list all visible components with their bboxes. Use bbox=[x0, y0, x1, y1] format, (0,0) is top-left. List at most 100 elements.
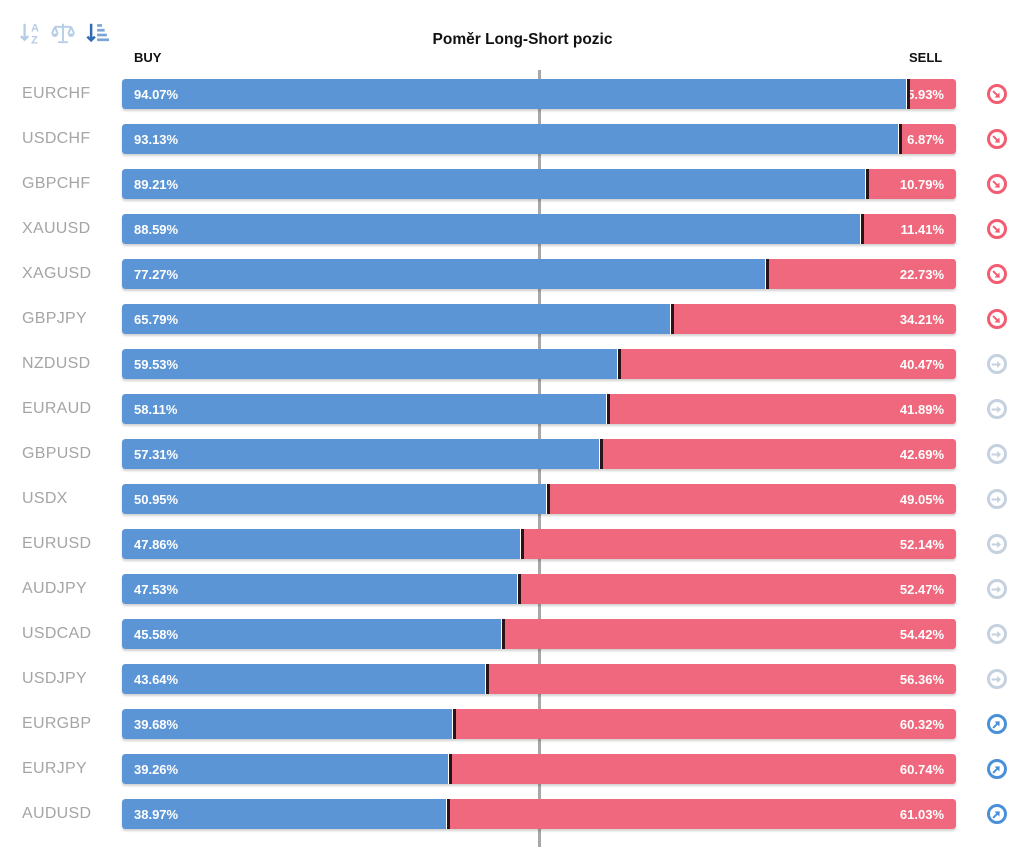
buy-percent-label: 45.58% bbox=[134, 626, 179, 642]
sell-bar-segment[interactable]: 6.87% bbox=[901, 124, 956, 154]
buy-bar-segment[interactable]: 38.97% bbox=[122, 799, 447, 829]
buy-header-label: BUY bbox=[134, 50, 162, 65]
long-short-bar[interactable]: 58.11% 41.89% bbox=[122, 394, 956, 424]
trend-icon-cell bbox=[956, 349, 1025, 379]
sell-percent-label: 60.74% bbox=[899, 761, 944, 777]
sell-bar-segment[interactable]: 49.05% bbox=[549, 484, 956, 514]
ratio-row: USDX 50.95% 49.05% bbox=[0, 484, 1025, 529]
sell-bar-segment[interactable]: 52.14% bbox=[524, 529, 956, 559]
buy-bar-segment[interactable]: 93.13% bbox=[122, 124, 899, 154]
sell-bar-segment[interactable]: 61.03% bbox=[450, 799, 956, 829]
sell-bar-segment[interactable]: 11.41% bbox=[863, 214, 956, 244]
sell-bar-segment[interactable]: 41.89% bbox=[609, 394, 956, 424]
trend-flat-icon[interactable] bbox=[986, 534, 1007, 554]
ratio-row: EURGBP 39.68% 60.32% bbox=[0, 709, 1025, 754]
trend-flat-icon[interactable] bbox=[986, 579, 1007, 599]
trend-down-icon[interactable] bbox=[986, 129, 1007, 149]
trend-up-icon[interactable] bbox=[986, 759, 1007, 779]
trend-flat-icon[interactable] bbox=[986, 354, 1007, 374]
buy-bar-segment[interactable]: 94.07% bbox=[122, 79, 907, 109]
sell-bar-segment[interactable]: 54.42% bbox=[505, 619, 956, 649]
sell-bar-segment[interactable]: 56.36% bbox=[488, 664, 956, 694]
trend-icon-cell bbox=[956, 394, 1025, 424]
sell-percent-label: 52.14% bbox=[899, 536, 944, 552]
trend-icon-cell bbox=[956, 79, 1025, 109]
trend-flat-icon[interactable] bbox=[986, 624, 1007, 644]
long-short-bar[interactable]: 45.58% 54.42% bbox=[122, 619, 956, 649]
long-short-bar[interactable]: 94.07% 5.93% bbox=[122, 79, 956, 109]
long-short-bar[interactable]: 47.86% 52.14% bbox=[122, 529, 956, 559]
sell-percent-label: 22.73% bbox=[899, 266, 944, 282]
long-short-bar[interactable]: 93.13% 6.87% bbox=[122, 124, 956, 154]
long-short-bar[interactable]: 38.97% 61.03% bbox=[122, 799, 956, 829]
sell-bar-segment[interactable]: 40.47% bbox=[621, 349, 956, 379]
long-short-bar[interactable]: 57.31% 42.69% bbox=[122, 439, 956, 469]
long-short-bar[interactable]: 88.59% 11.41% bbox=[122, 214, 956, 244]
buy-bar-segment[interactable]: 59.53% bbox=[122, 349, 619, 379]
buy-bar-segment[interactable]: 43.64% bbox=[122, 664, 486, 694]
sell-bar-segment[interactable]: 60.32% bbox=[455, 709, 956, 739]
trend-icon-cell bbox=[956, 439, 1025, 469]
sell-bar-segment[interactable]: 34.21% bbox=[673, 304, 956, 334]
long-short-bar[interactable]: 39.26% 60.74% bbox=[122, 754, 956, 784]
buy-bar-segment[interactable]: 89.21% bbox=[122, 169, 866, 199]
long-short-bar[interactable]: 47.53% 52.47% bbox=[122, 574, 956, 604]
balance-scale-button[interactable] bbox=[49, 19, 76, 46]
ratio-rows: EURCHF 94.07% 5.93% USDCHF 93.13% bbox=[0, 79, 1025, 844]
trend-icon-cell bbox=[956, 754, 1025, 784]
sell-bar-segment[interactable]: 42.69% bbox=[602, 439, 956, 469]
sell-percent-label: 5.93% bbox=[909, 86, 944, 102]
trend-up-icon[interactable] bbox=[986, 714, 1007, 734]
buy-bar-segment[interactable]: 58.11% bbox=[122, 394, 607, 424]
long-short-bar[interactable]: 39.68% 60.32% bbox=[122, 709, 956, 739]
trend-icon-cell bbox=[956, 664, 1025, 694]
trend-down-icon[interactable] bbox=[986, 264, 1007, 284]
buy-bar-segment[interactable]: 47.53% bbox=[122, 574, 519, 604]
sort-alphabetical-button[interactable]: A Z bbox=[16, 19, 43, 46]
trend-flat-icon[interactable] bbox=[986, 399, 1007, 419]
long-short-bar[interactable]: 89.21% 10.79% bbox=[122, 169, 956, 199]
long-short-bar[interactable]: 59.53% 40.47% bbox=[122, 349, 956, 379]
buy-bar-segment[interactable]: 77.27% bbox=[122, 259, 767, 289]
ratio-row: AUDJPY 47.53% 52.47% bbox=[0, 574, 1025, 619]
bar-divider bbox=[606, 394, 610, 424]
buy-bar-segment[interactable]: 65.79% bbox=[122, 304, 671, 334]
symbol-label: USDCAD bbox=[22, 625, 92, 642]
bar-divider bbox=[546, 484, 550, 514]
trend-flat-icon[interactable] bbox=[986, 489, 1007, 509]
trend-flat-icon[interactable] bbox=[986, 444, 1007, 464]
buy-bar-segment[interactable]: 45.58% bbox=[122, 619, 503, 649]
sort-by-value-button[interactable] bbox=[82, 19, 109, 46]
trend-icon-cell bbox=[956, 169, 1025, 199]
trend-flat-icon[interactable] bbox=[986, 669, 1007, 689]
long-short-bar[interactable]: 50.95% 49.05% bbox=[122, 484, 956, 514]
trend-icon-cell bbox=[956, 709, 1025, 739]
buy-bar-segment[interactable]: 57.31% bbox=[122, 439, 600, 469]
long-short-bar[interactable]: 65.79% 34.21% bbox=[122, 304, 956, 334]
sell-bar-segment[interactable]: 10.79% bbox=[869, 169, 956, 199]
symbol-label: EURCHF bbox=[22, 85, 91, 102]
buy-bar-segment[interactable]: 88.59% bbox=[122, 214, 861, 244]
ratio-row: XAUUSD 88.59% 11.41% bbox=[0, 214, 1025, 259]
trend-down-icon[interactable] bbox=[986, 219, 1007, 239]
buy-percent-label: 39.26% bbox=[134, 761, 179, 777]
trend-down-icon[interactable] bbox=[986, 174, 1007, 194]
buy-bar-segment[interactable]: 39.26% bbox=[122, 754, 450, 784]
sell-bar-segment[interactable]: 5.93% bbox=[909, 79, 956, 109]
sell-bar-segment[interactable]: 22.73% bbox=[769, 259, 956, 289]
sell-percent-label: 49.05% bbox=[899, 491, 944, 507]
trend-down-icon[interactable] bbox=[986, 84, 1007, 104]
long-short-bar[interactable]: 77.27% 22.73% bbox=[122, 259, 956, 289]
trend-up-icon[interactable] bbox=[986, 804, 1007, 824]
sell-bar-segment[interactable]: 60.74% bbox=[452, 754, 956, 784]
symbol-label: AUDUSD bbox=[22, 805, 92, 822]
long-short-bar[interactable]: 43.64% 56.36% bbox=[122, 664, 956, 694]
ratio-row: GBPCHF 89.21% 10.79% bbox=[0, 169, 1025, 214]
buy-percent-label: 43.64% bbox=[134, 671, 179, 687]
sell-bar-segment[interactable]: 52.47% bbox=[521, 574, 956, 604]
buy-bar-segment[interactable]: 39.68% bbox=[122, 709, 453, 739]
buy-bar-segment[interactable]: 50.95% bbox=[122, 484, 547, 514]
buy-bar-segment[interactable]: 47.86% bbox=[122, 529, 522, 559]
trend-down-icon[interactable] bbox=[986, 309, 1007, 329]
